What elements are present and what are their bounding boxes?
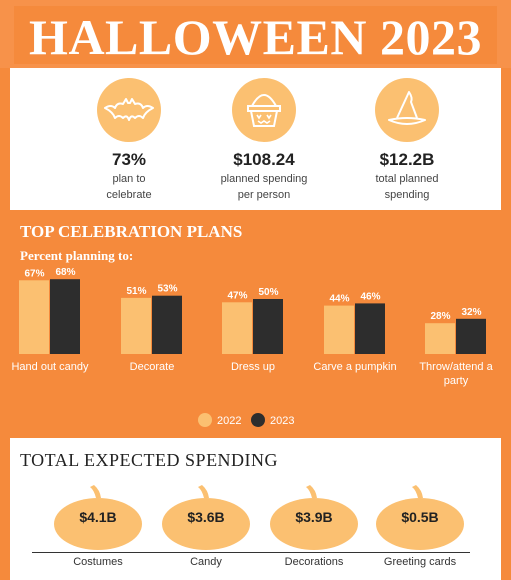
bar-value-label: 67% — [24, 268, 44, 279]
pumpkin-icon — [162, 485, 250, 550]
stat-celebrate: 73% plan to celebrate — [64, 78, 194, 202]
stat-caption-line1: planned spending — [220, 173, 308, 185]
bar-value-label: 44% — [329, 294, 349, 305]
pumpkin-costumes: $4.1B Costumes — [50, 484, 146, 568]
bar-2023 — [50, 279, 80, 354]
spending-value: $4.1B — [79, 509, 117, 525]
category-label: Hand out candy — [11, 361, 89, 373]
bar-value-label: 47% — [227, 290, 247, 301]
bar-2022 — [425, 323, 455, 354]
chart-title: TOP CELEBRATION PLANS — [20, 222, 243, 241]
stat-value: 73% — [111, 150, 147, 169]
bar-2022 — [19, 280, 49, 354]
spending-section: TOTAL EXPECTED SPENDING $4.1B Costumes $… — [0, 438, 511, 580]
legend-swatch-2022 — [198, 413, 212, 427]
bar-value-label: 50% — [258, 287, 278, 298]
bar-2022 — [222, 302, 252, 354]
bar-value-label: 53% — [157, 284, 177, 295]
title-banner: HALLOWEEN 2023 — [0, 0, 511, 68]
stat-caption-line2: celebrate — [106, 189, 152, 201]
witch-hat-icon — [375, 78, 439, 142]
category-label: party — [444, 375, 469, 387]
category-label: Dress up — [231, 361, 275, 373]
bar-value-label: 32% — [461, 307, 481, 318]
pumpkin-icon — [54, 485, 142, 550]
spending-label: Candy — [190, 556, 222, 568]
bar-2022 — [324, 305, 354, 354]
bar-2023 — [355, 303, 385, 354]
pumpkin-candy: $3.6B Candy — [158, 484, 254, 568]
spending-label: Costumes — [73, 556, 123, 568]
stat-per-person: $108.24 planned spending per person — [199, 78, 329, 202]
pumpkin-decorations: $3.9B Decorations — [266, 484, 362, 568]
bar-value-label: 46% — [360, 291, 380, 302]
pumpkin-icon — [376, 485, 464, 550]
candy-basket-icon — [232, 78, 296, 142]
key-stats-section: 73% plan to celebrate $108.24 planned sp… — [0, 68, 511, 210]
bar-value-label: 51% — [126, 286, 146, 297]
bar-value-label: 28% — [430, 311, 450, 322]
stat-caption-line1: total planned — [375, 173, 439, 185]
bat-icon — [97, 78, 161, 142]
category-label: Decorate — [130, 361, 175, 373]
pumpkin-icon — [270, 485, 358, 550]
legend-label: 2023 — [270, 415, 294, 427]
spending-value: $3.9B — [295, 509, 333, 525]
bar-2023 — [456, 318, 486, 354]
celebration-plans-section: 67% 68% Hand out candy 51% 53% Decorate 47% 50%… — [0, 210, 511, 438]
spending-label: Greeting cards — [383, 556, 457, 568]
title-bar — [14, 6, 497, 64]
bar-value-label: 68% — [55, 267, 75, 278]
spending-value: $3.6B — [187, 509, 225, 525]
spending-label: Decorations — [284, 556, 344, 568]
spending-value: $0.5B — [401, 509, 439, 525]
bar-2023 — [253, 299, 283, 354]
stat-caption-line2: spending — [384, 189, 430, 201]
bar-2022 — [121, 297, 151, 354]
celebration-bar-chart: 67% 68% Hand out candy 51% 53% Decorate 47% 50%… — [11, 267, 494, 427]
spending-title: TOTAL EXPECTED SPENDING — [20, 450, 279, 470]
legend-swatch-2023 — [251, 413, 265, 427]
stat-total: $12.2B total planned spending — [342, 78, 472, 202]
stat-value: $108.24 — [233, 150, 295, 169]
stat-caption-line2: per person — [237, 189, 291, 201]
stat-value: $12.2B — [379, 150, 435, 169]
legend-label: 2022 — [217, 415, 241, 427]
category-label: Throw/attend a — [419, 361, 493, 373]
bar-2023 — [152, 295, 182, 354]
spending-baseline — [32, 552, 470, 553]
page-title: HALLOWEEN 2023 — [29, 9, 482, 65]
pumpkin-greeting-cards: $0.5B Greeting cards — [372, 484, 468, 568]
chart-subtitle: Percent planning to: — [20, 248, 134, 263]
stat-caption-line1: plan to — [112, 173, 146, 185]
category-label: Carve a pumpkin — [313, 361, 396, 373]
